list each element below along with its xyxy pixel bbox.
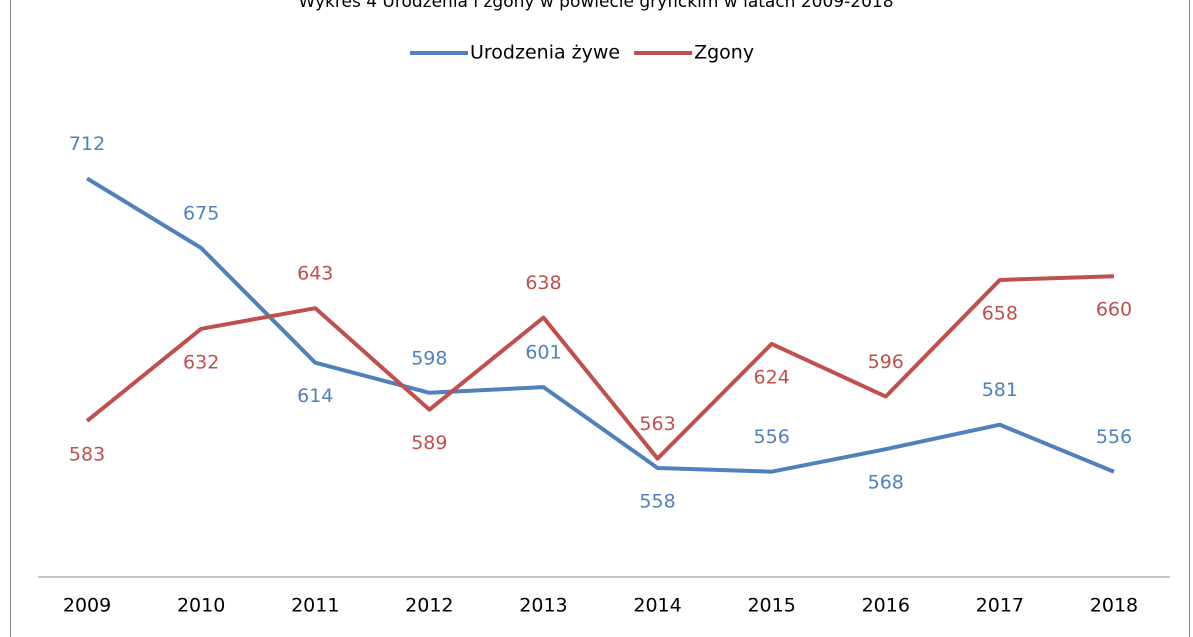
x-tick-label: 2017	[976, 595, 1024, 617]
data-label: 624	[754, 366, 790, 388]
data-label: 556	[1096, 426, 1132, 448]
x-tick-label: 2011	[291, 595, 339, 617]
x-tick-label: 2013	[519, 595, 567, 617]
data-label: 675	[183, 203, 219, 225]
x-tick-label: 2012	[405, 595, 453, 617]
data-label: 558	[639, 490, 675, 512]
data-label: 660	[1096, 299, 1132, 321]
data-label: 596	[868, 351, 904, 373]
legend-label: Urodzenia żywe	[470, 42, 620, 64]
data-label: 601	[525, 342, 561, 364]
line-series	[85, 274, 1115, 461]
data-label: 583	[69, 443, 105, 465]
data-label: 589	[411, 432, 447, 454]
legend-label: Zgony	[694, 42, 754, 64]
x-tick-label: 2018	[1090, 595, 1138, 617]
x-tick-label: 2016	[862, 595, 910, 617]
data-label: 712	[69, 133, 105, 155]
data-label: 598	[411, 347, 447, 369]
x-tick-label: 2015	[747, 595, 795, 617]
data-label: 638	[525, 272, 561, 294]
line-series	[86, 176, 1115, 474]
data-label: 563	[639, 413, 675, 435]
x-tick-label: 2010	[177, 595, 225, 617]
x-tick-label: 2014	[633, 595, 681, 617]
data-label: 658	[982, 302, 1018, 324]
data-label: 614	[297, 385, 333, 407]
x-tick-label: 2009	[63, 595, 111, 617]
data-label: 632	[183, 351, 219, 373]
data-label: 556	[754, 426, 790, 448]
data-label: 568	[868, 472, 904, 494]
chart-title: Wykres 4 Urodzenia i zgony w powiecie gr…	[298, 0, 893, 12]
data-label: 643	[297, 263, 333, 285]
chart-frame	[10, 0, 1190, 637]
data-label: 581	[982, 379, 1018, 401]
